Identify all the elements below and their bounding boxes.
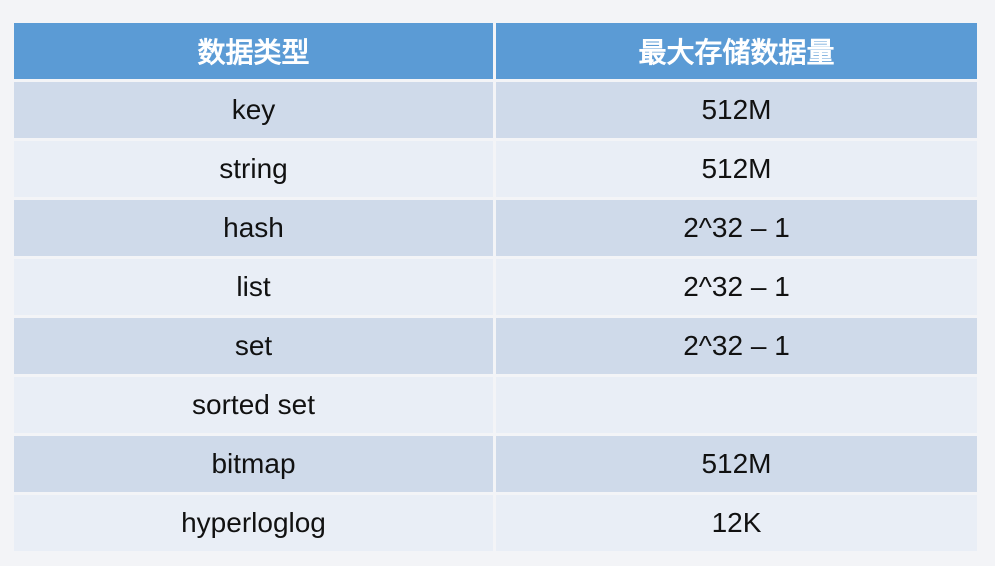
data-type-limits-table: 数据类型 最大存储数据量 key 512M string 512M hash 2…: [14, 23, 977, 554]
row-max-cell: [496, 377, 977, 433]
header-max-storage: 最大存储数据量: [496, 23, 977, 79]
row-max-cell: 2^32 – 1: [496, 318, 977, 374]
row-max-cell: 512M: [496, 141, 977, 197]
row-max-cell: 512M: [496, 436, 977, 492]
row-type-cell: sorted set: [14, 377, 493, 433]
row-type-cell: set: [14, 318, 493, 374]
table-row: sorted set: [14, 377, 977, 433]
table-row: key 512M: [14, 82, 977, 138]
header-data-type: 数据类型: [14, 23, 493, 79]
table-row: hyperloglog 12K: [14, 495, 977, 551]
table-header-row: 数据类型 最大存储数据量: [14, 23, 977, 79]
table-row: list 2^32 – 1: [14, 259, 977, 315]
row-type-cell: bitmap: [14, 436, 493, 492]
row-max-cell: 2^32 – 1: [496, 200, 977, 256]
table-row: hash 2^32 – 1: [14, 200, 977, 256]
row-type-cell: string: [14, 141, 493, 197]
row-type-cell: key: [14, 82, 493, 138]
table-row: set 2^32 – 1: [14, 318, 977, 374]
row-max-cell: 2^32 – 1: [496, 259, 977, 315]
row-max-cell: 12K: [496, 495, 977, 551]
row-type-cell: list: [14, 259, 493, 315]
table-row: bitmap 512M: [14, 436, 977, 492]
table-row: string 512M: [14, 141, 977, 197]
row-type-cell: hyperloglog: [14, 495, 493, 551]
row-max-cell: 512M: [496, 82, 977, 138]
row-type-cell: hash: [14, 200, 493, 256]
